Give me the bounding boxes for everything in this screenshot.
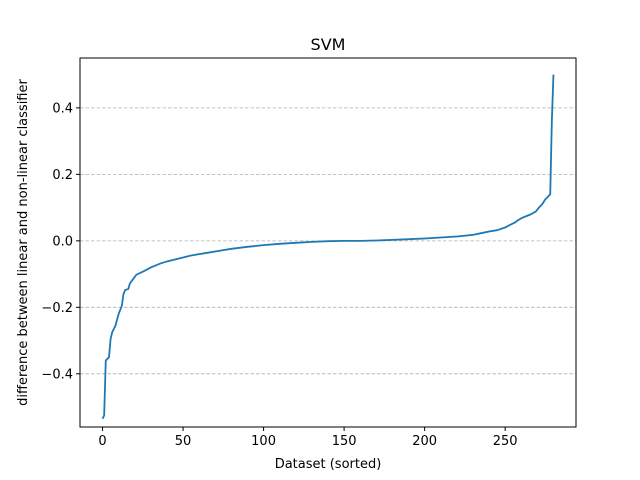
line-layer (101, 74, 555, 420)
chart-title: SVM (311, 35, 346, 54)
series-line (101, 74, 555, 420)
y-axis-label: difference between linear and non-linear… (16, 79, 31, 406)
x-tick-label: 0 (98, 434, 106, 449)
x-tick-label: 250 (493, 434, 518, 449)
plot-frame (79, 57, 577, 428)
x-tick-label: 150 (332, 434, 357, 449)
tick-layer: −0.4 −0.2 0.0 0.2 0.4 0 50 100 150 200 250 (41, 101, 517, 449)
y-tick-label: 0.2 (52, 168, 73, 183)
y-tick-label: 0.4 (52, 101, 73, 116)
x-axis-label: Dataset (sorted) (275, 457, 382, 472)
x-tick-label: 100 (251, 434, 276, 449)
x-tick-label: 50 (175, 434, 192, 449)
y-tick-label: −0.2 (41, 301, 73, 316)
x-tick-label: 200 (412, 434, 437, 449)
y-tick-label: 0.0 (52, 234, 73, 249)
y-tick-label: −0.4 (41, 367, 73, 382)
